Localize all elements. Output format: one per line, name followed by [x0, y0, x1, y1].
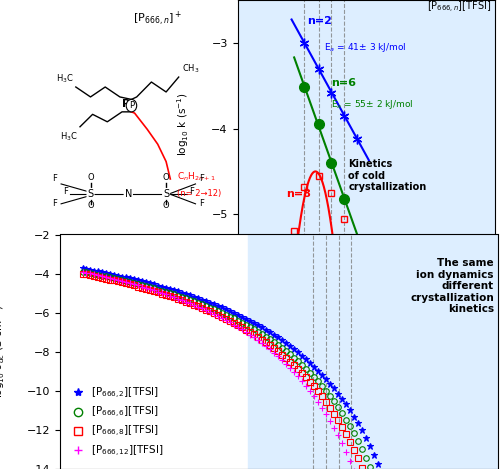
- Text: n=2: n=2: [307, 16, 332, 26]
- Circle shape: [126, 99, 136, 112]
- Legend: [P$_{666,2}$][TFSI], [P$_{666,6}$][TFSI], [P$_{666,8}$][TFSI], [P$_{666,12}$][TF: [P$_{666,2}$][TFSI], [P$_{666,6}$][TFSI]…: [65, 380, 170, 464]
- Text: E$_a$ = 55± 2 kJ/mol: E$_a$ = 55± 2 kJ/mol: [332, 98, 414, 111]
- Bar: [248, 234, 498, 469]
- Text: [P$_{666,n}$]$^+$: [P$_{666,n}$]$^+$: [134, 10, 182, 28]
- Text: E$_a$ = 41± 3 kJ/mol: E$_a$ = 41± 3 kJ/mol: [324, 41, 406, 54]
- Text: (n= 2→12): (n= 2→12): [176, 189, 221, 198]
- Text: F: F: [189, 187, 194, 196]
- Text: F: F: [200, 199, 204, 208]
- Text: n=6: n=6: [332, 78, 356, 88]
- Text: F: F: [52, 199, 57, 208]
- Text: n=8: n=8: [286, 189, 312, 199]
- Text: F: F: [200, 174, 204, 183]
- Text: H$_3$C: H$_3$C: [56, 72, 74, 84]
- Text: S: S: [163, 189, 169, 199]
- Text: H$_3$C: H$_3$C: [60, 130, 78, 143]
- Y-axis label: log$_{10}$ k (s$^{-1}$): log$_{10}$ k (s$^{-1}$): [176, 92, 191, 156]
- Text: O: O: [163, 173, 170, 182]
- Text: O: O: [87, 173, 94, 182]
- Text: P: P: [122, 99, 130, 109]
- Y-axis label: log$_{10}$ $\sigma_{dc}$ (S cm$^{-1}$): log$_{10}$ $\sigma_{dc}$ (S cm$^{-1}$): [0, 305, 8, 399]
- Text: S: S: [88, 189, 94, 199]
- Text: Kinetics
of cold
crystallization: Kinetics of cold crystallization: [348, 159, 426, 192]
- Text: O: O: [163, 201, 170, 210]
- Text: P: P: [129, 101, 134, 110]
- Text: CH$_3$: CH$_3$: [182, 62, 200, 75]
- Text: N: N: [124, 189, 132, 199]
- Text: I o n i c   l i q u i d s: I o n i c l i q u i d s: [8, 181, 19, 288]
- Text: The same
ion dynamics
different
crystallization
kinetics: The same ion dynamics different crystall…: [410, 258, 494, 314]
- Text: F: F: [52, 174, 57, 183]
- Text: F: F: [63, 187, 68, 196]
- Text: O: O: [87, 201, 94, 210]
- Text: [P$_{666,n}$][TFSI]: [P$_{666,n}$][TFSI]: [427, 0, 491, 15]
- Text: C$_n$H$_{2n+1}$: C$_n$H$_{2n+1}$: [176, 170, 216, 183]
